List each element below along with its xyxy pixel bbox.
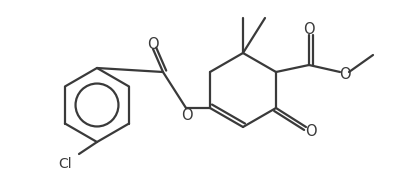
Text: O: O <box>305 124 317 140</box>
Text: O: O <box>339 66 351 82</box>
Text: O: O <box>181 107 193 122</box>
Text: Cl: Cl <box>58 157 72 171</box>
Text: O: O <box>147 36 159 52</box>
Text: O: O <box>303 22 315 36</box>
